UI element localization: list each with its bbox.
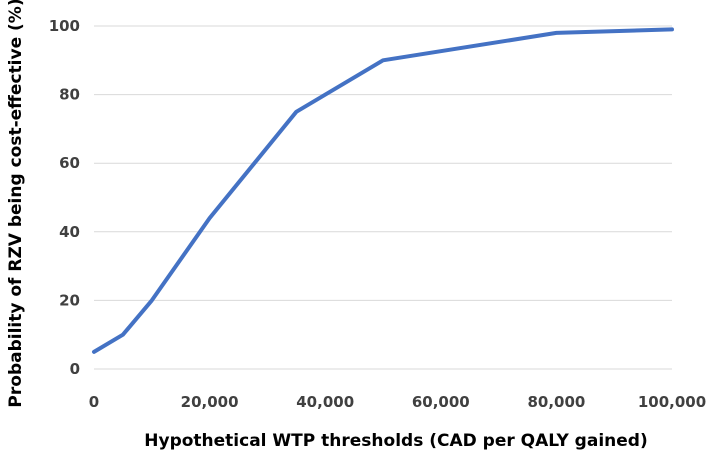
x-tick-label: 40,000	[296, 393, 354, 411]
x-tick-labels: 0 20,000 40,000 60,000 80,000 100,000	[89, 393, 706, 411]
y-tick-label: 0	[70, 360, 80, 378]
y-tick-label: 100	[49, 17, 80, 35]
y-axis-title: Probability of RZV being cost-effective …	[6, 0, 26, 408]
x-tick-label: 0	[89, 393, 99, 411]
y-tick-label: 40	[59, 223, 80, 241]
x-tick-label: 20,000	[181, 393, 239, 411]
y-tick-label: 60	[59, 154, 80, 172]
y-tick-label: 20	[59, 291, 80, 309]
y-tick-labels: 0 20 40 60 80 100	[49, 17, 80, 378]
x-tick-label: 60,000	[412, 393, 470, 411]
gridlines	[94, 25, 672, 370]
y-tick-label: 80	[59, 86, 80, 104]
x-tick-label: 100,000	[638, 393, 706, 411]
series-line-0	[92, 27, 674, 354]
series-lines	[92, 27, 674, 354]
x-axis-title: Hypothetical WTP thresholds (CAD per QAL…	[144, 431, 647, 451]
x-tick-label: 80,000	[527, 393, 585, 411]
